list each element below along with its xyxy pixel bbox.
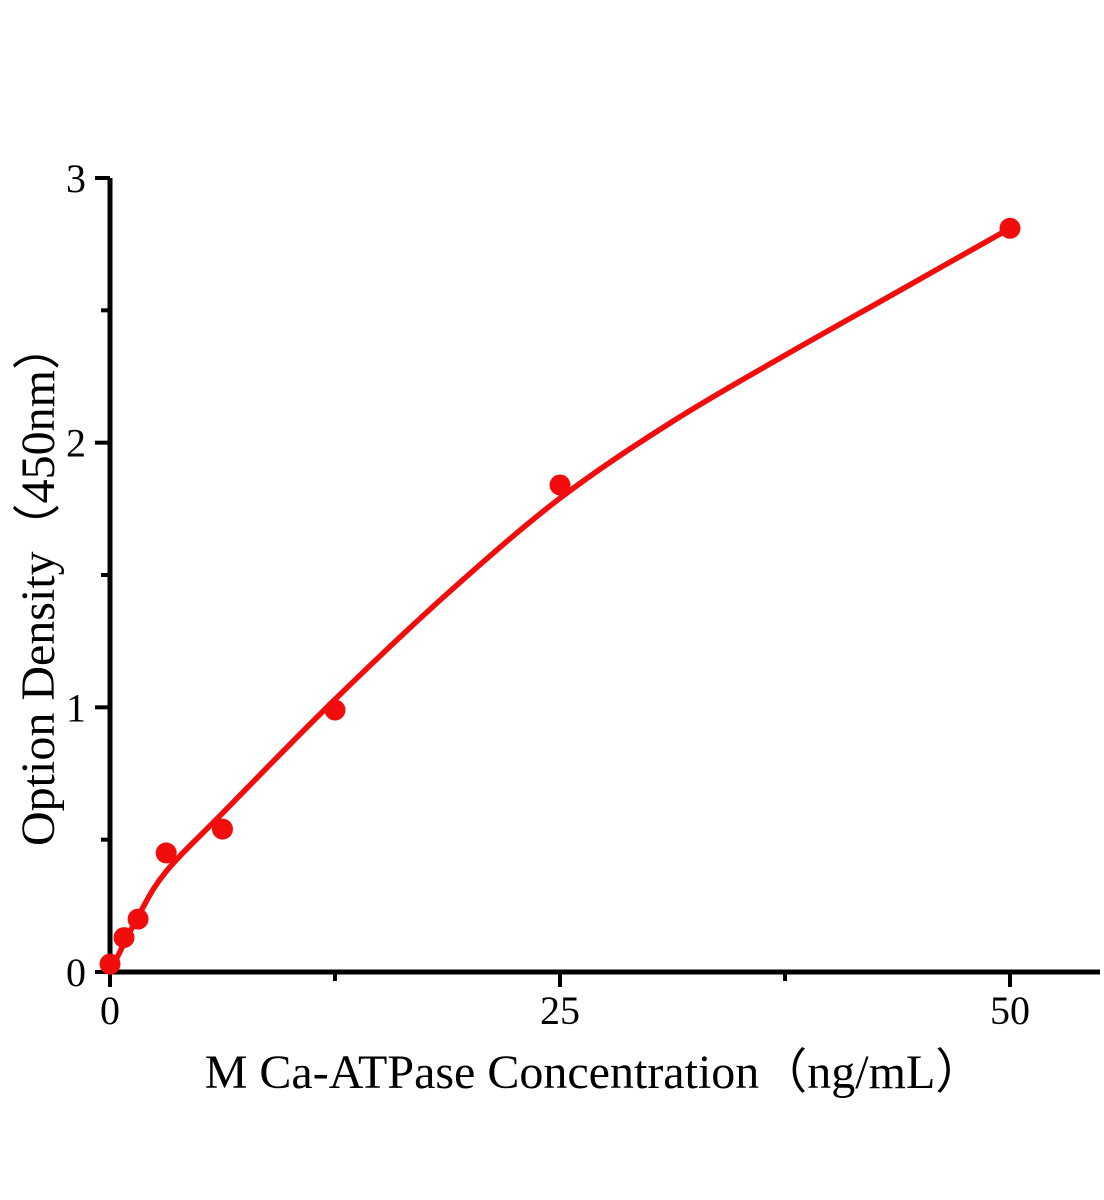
y-tick-label: 2: [66, 421, 86, 466]
axis-tick-labels: 0 25 50 0 1 2 3: [66, 156, 1030, 1033]
y-tick-label: 3: [66, 156, 86, 201]
y-tick-label: 0: [66, 950, 86, 995]
data-point: [113, 927, 135, 949]
axes: [107, 178, 1100, 975]
data-point: [127, 908, 149, 930]
x-tick-label: 0: [100, 988, 120, 1033]
data-points: [99, 217, 1021, 975]
data-point: [212, 818, 233, 840]
data-point: [324, 699, 346, 721]
data-point: [99, 953, 121, 975]
fit-curve: [107, 225, 1013, 975]
y-tick-label: 1: [66, 685, 86, 730]
axis-ticks: [95, 175, 1012, 987]
x-axis-title: M Ca-ATPase Concentration（ng/mL）: [205, 1046, 984, 1099]
y-axis-title: Option Density（450nm）: [12, 322, 65, 846]
data-point: [549, 474, 571, 496]
data-point: [999, 217, 1021, 239]
data-point: [155, 842, 177, 864]
x-tick-label: 50: [990, 988, 1030, 1033]
x-tick-label: 25: [540, 988, 580, 1033]
